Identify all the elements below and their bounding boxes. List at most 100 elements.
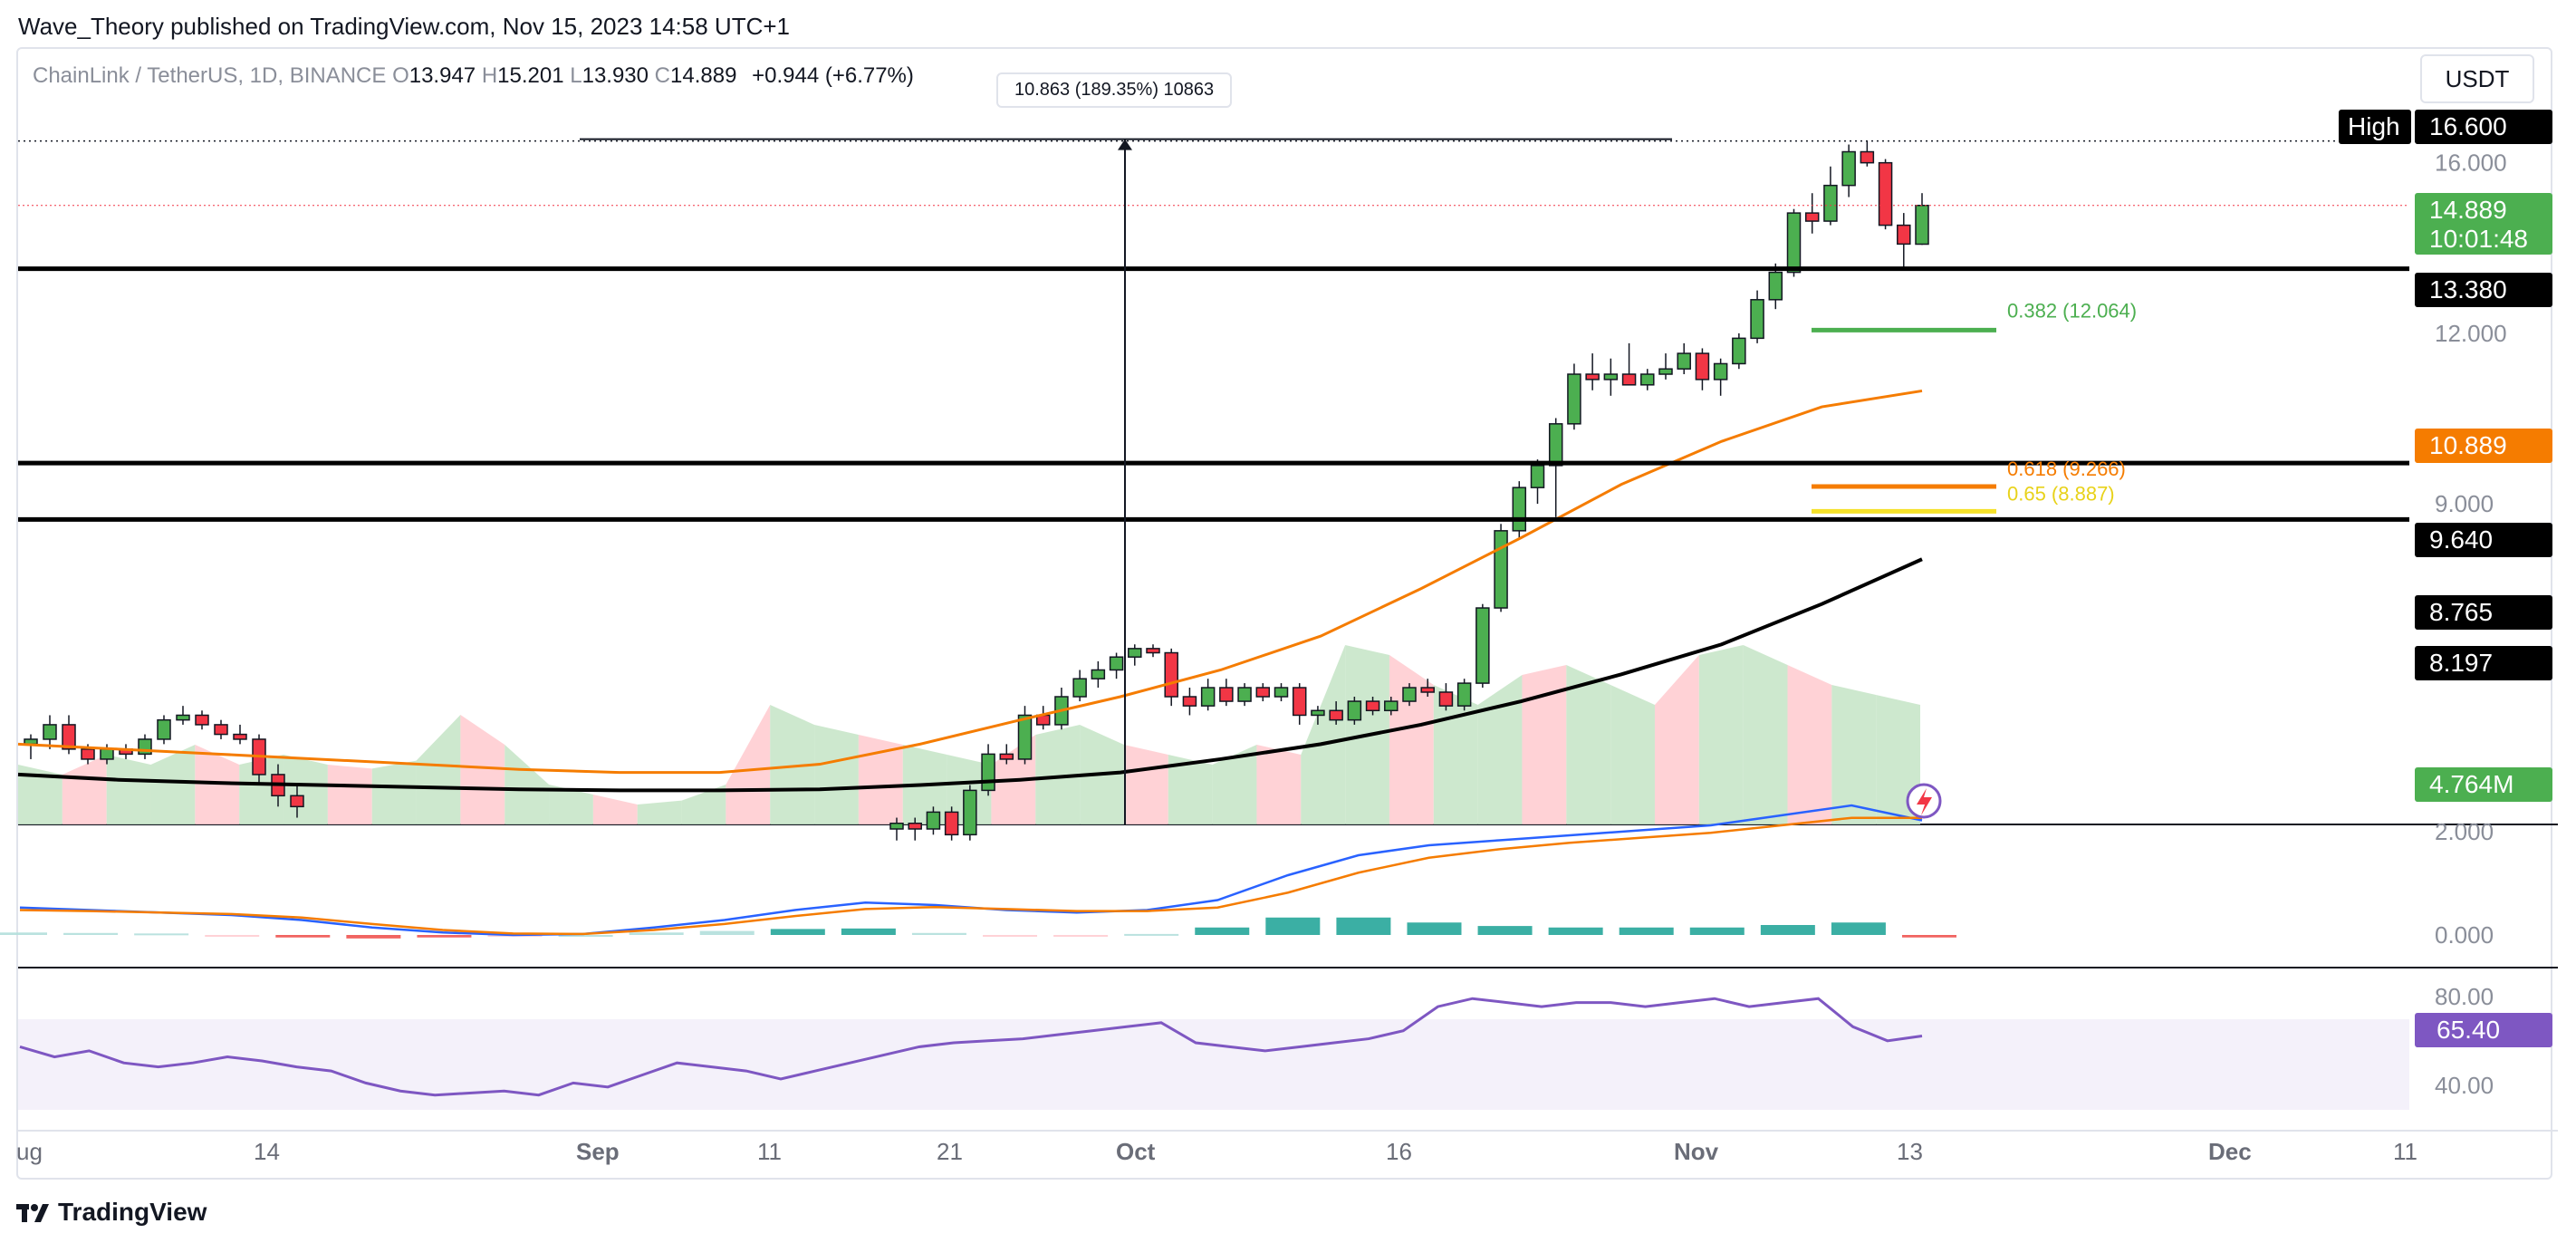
volume-segment: [770, 705, 815, 824]
currency-button[interactable]: USDT: [2420, 54, 2534, 103]
x-tick-label: Dec: [2208, 1138, 2252, 1165]
volume-segment: [1610, 685, 1655, 824]
volume-segment: [1654, 655, 1699, 824]
macd-histogram-bar: [63, 932, 119, 935]
rsi-y-tick: 80.00: [2435, 983, 2494, 1010]
price-label-box: [2415, 523, 2552, 557]
close-label: C: [654, 63, 671, 88]
candle-body: [81, 748, 95, 760]
macd-histogram-bar: [1902, 935, 1956, 938]
candle-body: [1548, 423, 1563, 467]
candle-body: [1860, 150, 1875, 164]
candle-body: [1475, 607, 1490, 684]
volume-segment: [1787, 665, 1832, 824]
macd-histogram-bar: [275, 935, 331, 938]
high-value: 15.201: [497, 63, 564, 88]
volume-segment: [1301, 645, 1346, 824]
volume-segment: [1168, 755, 1213, 824]
candle-body: [1128, 648, 1142, 658]
volume-segment: [62, 755, 107, 824]
high-label: H: [481, 63, 498, 88]
y-tick-label: 12.000: [2435, 320, 2507, 347]
lightning-icon: [1917, 788, 1932, 815]
macd-histogram-bar: [1265, 917, 1321, 935]
candle-body: [944, 811, 959, 836]
candle-body: [1732, 337, 1746, 365]
rsi-y-tick: 40.00: [2435, 1072, 2494, 1099]
volume-segment: [549, 785, 593, 824]
candle-body: [1878, 161, 1893, 226]
candle-body: [1402, 687, 1417, 702]
macd-histogram-bar: [1195, 927, 1250, 935]
volume-segment: [1698, 645, 1744, 824]
x-tick-label: ug: [16, 1138, 43, 1165]
volume-segment: [858, 735, 903, 824]
x-tick-label: 11: [757, 1138, 782, 1165]
macd-histogram-bar: [1831, 922, 1886, 935]
fib-level-label: 0.65 (8.887): [2007, 482, 2115, 505]
candle-body: [100, 748, 114, 760]
volume-segment: [150, 745, 196, 824]
volume-segment: [1831, 685, 1877, 824]
price-label-value: 16.600: [2429, 112, 2507, 140]
fib-level-label: 0.618 (9.266): [2007, 458, 2126, 480]
x-tick-label: Sep: [576, 1138, 620, 1165]
candle-body: [1621, 373, 1637, 386]
macd-histogram-bar: [1124, 933, 1179, 936]
price-label-box: [2415, 767, 2552, 802]
volume-segment: [460, 715, 505, 824]
price-label-box: [2415, 429, 2552, 463]
candle-body: [1255, 687, 1271, 698]
candle-body: [1219, 687, 1234, 702]
macd-histogram-bar: [911, 932, 966, 935]
candle-body: [1768, 271, 1783, 301]
candle-body: [1567, 373, 1581, 425]
volume-segment: [1389, 655, 1434, 824]
volume-segment: [239, 755, 284, 824]
candle-body: [62, 724, 76, 750]
x-tick-label: 13: [1897, 1138, 1923, 1165]
candle-body: [233, 733, 247, 740]
candle-body: [1384, 700, 1399, 712]
candle-body: [1438, 691, 1454, 707]
measure-label: 10.863 (189.35%) 10863: [996, 72, 1233, 108]
candle-body: [1823, 184, 1838, 222]
candle-body: [1420, 687, 1435, 693]
candle-body: [1585, 373, 1600, 381]
candle-body: [1804, 212, 1820, 222]
candle-body: [1365, 700, 1380, 712]
macd-histogram-bar: [1548, 927, 1603, 935]
x-tick-label: Nov: [1674, 1138, 1719, 1165]
x-tick-label: 11: [2393, 1138, 2417, 1165]
candle-body: [195, 714, 209, 726]
macd-histogram-bar: [134, 933, 189, 936]
macd-histogram-bar: [983, 935, 1038, 937]
price-label-box: [2415, 110, 2552, 144]
candle-body: [1677, 352, 1691, 370]
macd-histogram-bar: [205, 935, 260, 937]
footer-brand[interactable]: TradingView: [16, 1198, 207, 1227]
volume-segment: [814, 725, 859, 824]
candle-body: [1017, 714, 1033, 760]
price-label-value: 8.765: [2429, 598, 2493, 626]
macd-histogram-bar: [1053, 935, 1109, 937]
candle-body: [290, 795, 304, 808]
x-tick-label: Oct: [1116, 1138, 1156, 1165]
volume-segment: [18, 765, 62, 824]
volume-segment: [371, 760, 417, 824]
volume-segment: [106, 755, 151, 824]
open-label: O: [392, 63, 409, 88]
volume-segment: [284, 755, 328, 824]
volume-segment: [1123, 745, 1168, 824]
volume-segment: [1477, 675, 1523, 824]
candle-body: [1274, 687, 1289, 698]
macd-histogram-bar: [629, 932, 684, 935]
macd-histogram-bar: [558, 935, 613, 937]
price-label-value: 14.889: [2429, 196, 2507, 224]
rsi-value-label: 65.40: [2437, 1016, 2500, 1044]
symbol-name: ChainLink / TetherUS, 1D, BINANCE: [33, 63, 387, 88]
volume-segment: [1212, 745, 1257, 824]
candle-body: [157, 718, 171, 740]
candle-body: [1311, 709, 1325, 717]
